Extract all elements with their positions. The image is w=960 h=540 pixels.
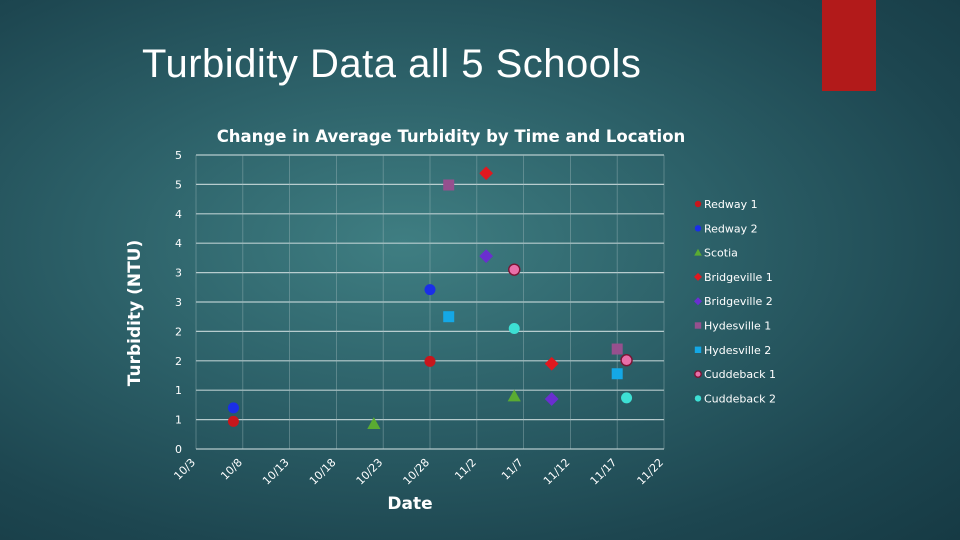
point-cuddeback-2 [621, 392, 633, 404]
point-hydesville-2 [611, 368, 623, 380]
x-tick-labels: 10/3 10/8 10/13 10/18 10/23 10/28 11/2 11/7 11/1… [171, 456, 666, 488]
grid-layer [195, 154, 665, 450]
x-tick-label: 10/23 [354, 456, 386, 488]
point-bridgeville-1 [479, 166, 494, 181]
point-bridgeville-2 [479, 249, 494, 264]
point-hydesville-1 [611, 343, 623, 355]
legend-label-hydesville-1: Hydesville 1 [704, 320, 771, 333]
y-tick-label: 2 [175, 325, 182, 338]
point-hydesville-1 [443, 179, 455, 191]
legend-marker-hydesville-2 [694, 346, 702, 353]
y-tick-label: 1 [175, 414, 182, 427]
point-bridgeville-1 [544, 356, 559, 371]
legend-label-bridgeville-2: Bridgeville 2 [704, 295, 773, 308]
point-scotia [367, 417, 381, 429]
x-tick-label: 11/2 [452, 456, 479, 483]
y-tick-label: 3 [175, 267, 182, 280]
legend-marker-cuddeback-2 [694, 395, 702, 402]
y-tick-label: 5 [175, 178, 182, 191]
legend-marker-redway-2 [694, 225, 702, 232]
point-bridgeville-2 [544, 392, 559, 406]
x-tick-label: 11/17 [588, 456, 620, 488]
y-tick-labels: 0 1 1 2 2 3 3 4 4 5 5 [175, 149, 182, 456]
legend-marker-bridgeville-2 [694, 297, 702, 306]
point-cuddeback-1 [620, 354, 633, 367]
x-axis-title: Date [387, 494, 432, 514]
x-tick-label: 10/3 [171, 456, 198, 483]
legend: Redway 1 Redway 2 Scotia Bridgeville 1 Bridg… [694, 198, 776, 405]
legend-label-hydesville-2: Hydesville 2 [704, 344, 771, 357]
point-redway-1 [227, 415, 239, 427]
y-axis-title: Turbidity (NTU) [125, 240, 145, 387]
y-tick-label: 1 [175, 384, 182, 397]
legend-label-bridgeville-1: Bridgeville 1 [704, 271, 773, 284]
y-tick-label: 5 [175, 149, 182, 162]
y-tick-label: 0 [175, 443, 182, 456]
legend-marker-redway-1 [694, 200, 702, 208]
legend-marker-scotia [694, 248, 702, 256]
y-tick-label: 4 [175, 237, 182, 250]
point-scotia [507, 389, 521, 402]
point-cuddeback-2 [508, 322, 520, 334]
x-tick-label: 10/18 [307, 456, 339, 488]
legend-marker-hydesville-1 [694, 322, 702, 329]
legend-label-scotia: Scotia [704, 247, 738, 260]
x-tick-label: 10/8 [218, 456, 245, 483]
legend-marker-bridgeville-1 [694, 272, 702, 281]
x-tick-label: 11/12 [541, 456, 573, 488]
x-tick-label: 11/7 [499, 456, 526, 483]
legend-label-cuddeback-2: Cuddeback 2 [704, 392, 776, 405]
x-tick-label: 10/28 [401, 456, 433, 488]
legend-label-redway-1: Redway 1 [704, 198, 758, 211]
point-redway-2 [227, 402, 239, 414]
data-points [227, 166, 633, 429]
legend-label-cuddeback-1: Cuddeback 1 [704, 368, 776, 381]
x-tick-label: 11/22 [635, 456, 667, 488]
y-tick-label: 3 [175, 296, 182, 309]
slide-title: Turbidity Data all 5 Schools [142, 42, 642, 86]
y-tick-label: 2 [175, 355, 182, 368]
accent-bar [822, 0, 876, 91]
point-redway-2 [424, 284, 436, 296]
legend-label-redway-2: Redway 2 [704, 222, 758, 235]
x-tick-label: 10/13 [260, 456, 292, 488]
point-redway-1 [424, 355, 436, 367]
legend-marker-cuddeback-1 [694, 370, 702, 378]
chart-title: Change in Average Turbidity by Time and … [216, 127, 686, 146]
point-hydesville-2 [443, 311, 455, 323]
point-cuddeback-1 [508, 263, 521, 276]
y-tick-label: 4 [175, 208, 182, 221]
